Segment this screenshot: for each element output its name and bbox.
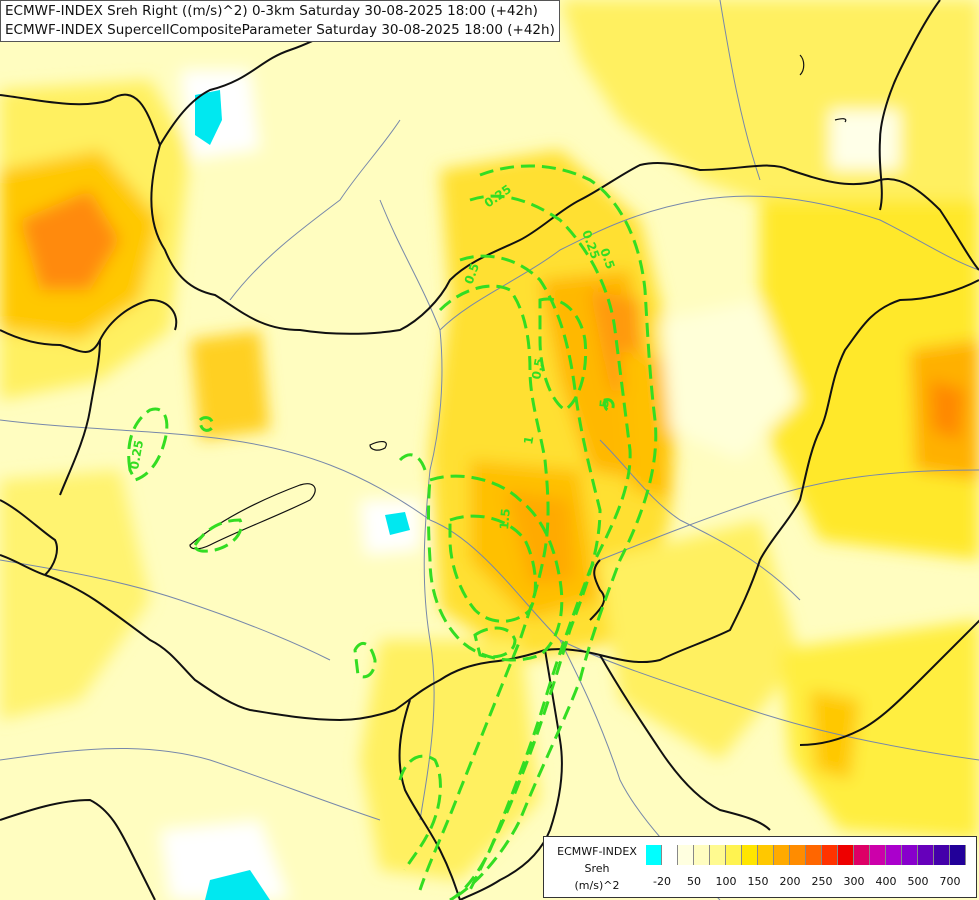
legend-tick-label: 200 bbox=[779, 875, 801, 888]
legend-tick-label: 250 bbox=[811, 875, 833, 888]
contour-label: 0.25 bbox=[127, 439, 146, 471]
contour-label: 1 bbox=[521, 435, 536, 446]
legend-swatch bbox=[678, 845, 694, 865]
legend-swatch bbox=[726, 845, 742, 865]
contour-label: 5 bbox=[597, 399, 612, 409]
map-title: ECMWF-INDEX Sreh Right ((m/s)^2) 0-3km S… bbox=[0, 0, 560, 42]
cyan-spots bbox=[195, 90, 410, 900]
contour-label: 1.5 bbox=[497, 508, 513, 530]
legend-title-model: ECMWF-INDEX bbox=[557, 845, 637, 858]
legend-swatch bbox=[774, 845, 790, 865]
legend-tick-label: 300 bbox=[843, 875, 865, 888]
legend-title-variable: Sreh bbox=[584, 862, 610, 875]
title-line-sreh: ECMWF-INDEX Sreh Right ((m/s)^2) 0-3km S… bbox=[5, 3, 538, 19]
legend-swatch bbox=[870, 845, 886, 865]
legend-swatch bbox=[646, 845, 662, 865]
legend-swatch bbox=[902, 845, 918, 865]
color-legend: ECMWF-INDEX Sreh (m/s)^2 -20 50 100 150 200 2… bbox=[543, 836, 977, 898]
legend-swatch bbox=[662, 845, 678, 865]
legend-tick-label: 50 bbox=[687, 875, 701, 888]
scp-contours bbox=[127, 164, 658, 900]
legend-swatch bbox=[854, 845, 870, 865]
legend-swatch bbox=[710, 845, 726, 865]
legend-tick-label: 700 bbox=[939, 875, 961, 888]
legend-title-unit: (m/s)^2 bbox=[574, 879, 620, 892]
legend-swatch bbox=[758, 845, 774, 865]
legend-tick-label: 400 bbox=[875, 875, 897, 888]
legend-swatch bbox=[694, 845, 710, 865]
contour-label: 0.5 bbox=[597, 246, 617, 271]
legend-swatch bbox=[886, 845, 902, 865]
lakes bbox=[189, 54, 847, 550]
contour-label: 0.5 bbox=[529, 357, 546, 380]
legend-swatch bbox=[934, 845, 950, 865]
legend-tick-label: 150 bbox=[747, 875, 769, 888]
legend-tick-label: 500 bbox=[907, 875, 929, 888]
legend-swatch bbox=[790, 845, 806, 865]
legend-swatch bbox=[806, 845, 822, 865]
legend-tick-label: 100 bbox=[715, 875, 737, 888]
contour-label: 0.5 bbox=[462, 261, 482, 286]
legend-tick-label: -20 bbox=[653, 875, 671, 888]
legend-swatch bbox=[742, 845, 758, 865]
legend-swatch bbox=[950, 845, 966, 865]
title-line-scp: ECMWF-INDEX SupercellCompositeParameter … bbox=[5, 22, 555, 38]
legend-swatch bbox=[918, 845, 934, 865]
legend-swatch bbox=[838, 845, 854, 865]
legend-swatch bbox=[822, 845, 838, 865]
